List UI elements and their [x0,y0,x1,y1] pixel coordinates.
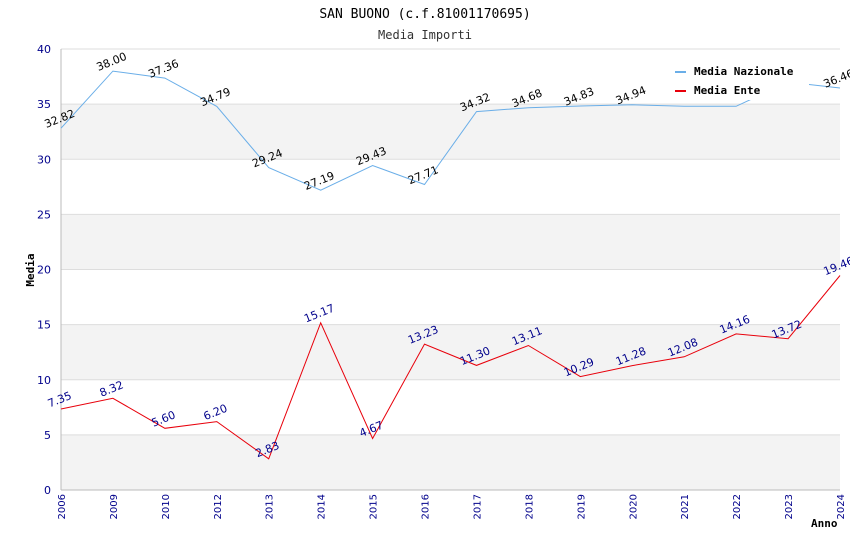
x-tick-2022: 2022 [732,494,743,519]
x-tick-2013: 2013 [265,494,276,519]
y-tick-10: 10 [37,374,51,387]
legend-box [669,60,809,100]
series-line-media-nazionale [60,70,841,191]
band-30-35 [61,104,840,160]
x-tick-2021: 2021 [680,494,691,519]
chart-subtitle: Media Importi [378,28,472,42]
legend-label-media-nazionale: Media Nazionale [694,65,794,78]
x-tick-2018: 2018 [524,494,535,519]
x-tick-2016: 2016 [421,494,432,519]
band-20-25 [61,214,840,270]
chart-title: SAN BUONO (c.f.81001170695) [319,7,530,22]
band-0-5 [61,434,840,490]
x-tick-2012: 2012 [213,494,224,519]
background-bands [61,49,840,490]
y-tick-20: 20 [37,264,51,277]
x-tick-labels: 2006 2009 2010 2012 2013 2014 2015 2016 2017 2018… [57,494,847,519]
series-line-media-ente [60,275,841,460]
y-tick-15: 15 [37,319,51,332]
band-5-10 [61,379,840,435]
y-tick-30: 30 [37,153,51,166]
x-tick-2019: 2019 [576,494,587,519]
x-tick-2015: 2015 [369,494,380,519]
y-tick-25: 25 [37,208,51,221]
y-tick-labels: 0 5 10 15 20 25 30 35 40 [37,43,51,497]
y-tick-40: 40 [37,43,51,56]
y-axis-label: Media [24,253,37,286]
x-axis-label: Anno [811,517,838,530]
band-10-15 [61,324,840,380]
x-tick-2014: 2014 [317,494,328,519]
legend: Media Nazionale Media Ente [669,60,809,100]
x-tick-2010: 2010 [161,494,172,519]
band-15-20 [61,269,840,325]
legend-label-media-ente: Media Ente [694,84,761,97]
x-tick-2024: 2024 [836,494,847,519]
y-tick-0: 0 [44,484,51,497]
band-25-30 [61,159,840,215]
y-tick-5: 5 [44,429,51,442]
x-tick-2020: 2020 [628,494,639,519]
x-tick-2023: 2023 [784,494,795,519]
y-tick-35: 35 [37,98,51,111]
x-tick-2017: 2017 [472,494,483,519]
series-lines [60,70,841,460]
x-tick-2006: 2006 [57,494,68,519]
x-tick-2009: 2009 [109,494,120,519]
